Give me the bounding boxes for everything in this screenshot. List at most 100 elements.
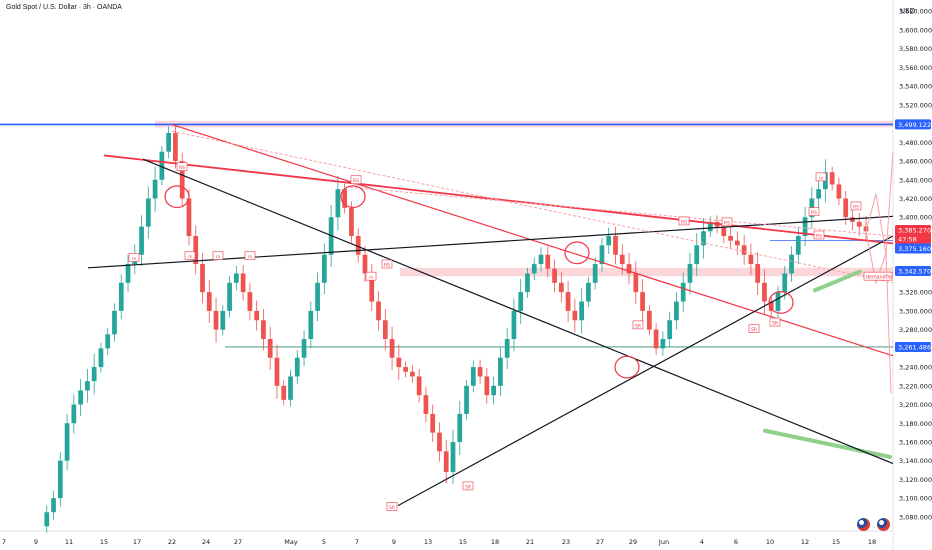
candle-body[interactable] bbox=[152, 179, 158, 199]
candle-body[interactable] bbox=[579, 301, 585, 321]
candle-body[interactable] bbox=[233, 273, 239, 283]
candle-body[interactable] bbox=[728, 235, 733, 241]
candle-body[interactable] bbox=[619, 254, 625, 265]
candle-body[interactable] bbox=[254, 310, 260, 321]
candle-body[interactable] bbox=[145, 198, 151, 227]
candle-body[interactable] bbox=[335, 189, 341, 218]
price-badge[interactable] bbox=[895, 234, 931, 245]
candle-body[interactable] bbox=[173, 132, 178, 162]
candle-body[interactable] bbox=[376, 301, 381, 321]
candle-body[interactable] bbox=[498, 357, 503, 386]
candle-body[interactable] bbox=[863, 226, 869, 232]
price-badge[interactable] bbox=[895, 266, 931, 277]
black-trendline-falling[interactable] bbox=[142, 158, 894, 465]
candle-body[interactable] bbox=[443, 451, 449, 472]
candle-body[interactable] bbox=[118, 282, 124, 311]
candle-body[interactable] bbox=[186, 198, 192, 236]
candle-body[interactable] bbox=[139, 226, 144, 255]
candle-body[interactable] bbox=[545, 254, 551, 269]
candle-body[interactable] bbox=[200, 264, 205, 293]
candle-body[interactable] bbox=[511, 310, 517, 339]
candle-body[interactable] bbox=[748, 254, 754, 265]
candle-body[interactable] bbox=[660, 338, 666, 349]
candle-body[interactable] bbox=[755, 264, 761, 283]
candle-body[interactable] bbox=[416, 376, 422, 396]
candle-body[interactable] bbox=[538, 254, 544, 265]
candle-body[interactable] bbox=[78, 390, 83, 405]
candle-body[interactable] bbox=[105, 334, 111, 349]
candle-body[interactable] bbox=[457, 413, 463, 442]
candle-body[interactable] bbox=[403, 367, 408, 372]
red-trendline-upper[interactable] bbox=[103, 154, 894, 245]
candle-body[interactable] bbox=[850, 217, 855, 222]
price-badge[interactable] bbox=[895, 341, 931, 352]
candle-body[interactable] bbox=[274, 357, 280, 386]
candle-body[interactable] bbox=[342, 189, 348, 208]
candle-body[interactable] bbox=[44, 512, 50, 527]
candle-body[interactable] bbox=[843, 198, 849, 218]
candle-body[interactable] bbox=[362, 254, 368, 274]
candle-body[interactable] bbox=[410, 371, 415, 377]
candle-body[interactable] bbox=[646, 310, 652, 330]
candle-body[interactable] bbox=[470, 367, 476, 386]
candle-body[interactable] bbox=[477, 367, 483, 377]
candle-body[interactable] bbox=[389, 338, 395, 358]
candle-body[interactable] bbox=[321, 254, 327, 283]
candle-body[interactable] bbox=[613, 235, 618, 255]
candle-body[interactable] bbox=[687, 264, 693, 283]
candle-body[interactable] bbox=[450, 441, 456, 472]
candle-body[interactable] bbox=[586, 282, 591, 302]
candle-body[interactable] bbox=[789, 254, 794, 274]
candle-body[interactable] bbox=[504, 338, 510, 358]
candle-body[interactable] bbox=[484, 376, 490, 396]
candle-body[interactable] bbox=[294, 357, 300, 377]
candle-body[interactable] bbox=[701, 231, 706, 246]
candle-body[interactable] bbox=[220, 310, 226, 330]
candle-body[interactable] bbox=[592, 264, 598, 283]
candle-body[interactable] bbox=[240, 273, 246, 293]
candle-body[interactable] bbox=[213, 310, 219, 330]
candle-body[interactable] bbox=[552, 268, 557, 283]
candle-body[interactable] bbox=[640, 292, 645, 311]
candle-body[interactable] bbox=[112, 310, 117, 335]
candle-body[interactable] bbox=[369, 273, 375, 302]
candle-body[interactable] bbox=[51, 498, 56, 513]
candle-body[interactable] bbox=[782, 273, 788, 293]
price-badge[interactable] bbox=[895, 243, 931, 254]
candle-body[interactable] bbox=[565, 292, 571, 311]
candle-body[interactable] bbox=[267, 338, 273, 358]
candle-body[interactable] bbox=[247, 292, 253, 311]
candle-body[interactable] bbox=[423, 395, 429, 414]
candle-body[interactable] bbox=[85, 381, 90, 391]
candle-body[interactable] bbox=[680, 282, 686, 302]
candle-body[interactable] bbox=[382, 320, 388, 339]
candle-body[interactable] bbox=[606, 235, 612, 246]
candle-body[interactable] bbox=[836, 184, 842, 199]
us-flag-icon[interactable] bbox=[857, 518, 870, 531]
candle-body[interactable] bbox=[91, 367, 97, 382]
candle-body[interactable] bbox=[633, 273, 639, 293]
candle-body[interactable] bbox=[491, 385, 496, 396]
candle-body[interactable] bbox=[694, 245, 700, 265]
candle-body[interactable] bbox=[159, 151, 165, 180]
candle-body[interactable] bbox=[775, 292, 781, 311]
candle-body[interactable] bbox=[430, 413, 436, 433]
price-badge[interactable] bbox=[895, 225, 931, 236]
candle-body[interactable] bbox=[531, 264, 537, 274]
candle-body[interactable] bbox=[57, 460, 63, 499]
candle-body[interactable] bbox=[261, 320, 266, 339]
candle-body[interactable] bbox=[795, 235, 801, 255]
candle-body[interactable] bbox=[355, 235, 361, 255]
candle-body[interactable] bbox=[518, 292, 524, 311]
candle-body[interactable] bbox=[98, 348, 104, 368]
candle-body[interactable] bbox=[816, 189, 821, 199]
candle-body[interactable] bbox=[206, 292, 212, 311]
candle-body[interactable] bbox=[437, 432, 442, 452]
candle-body[interactable] bbox=[721, 226, 727, 236]
candle-body[interactable] bbox=[653, 329, 659, 349]
candle-body[interactable] bbox=[762, 282, 767, 302]
candle-body[interactable] bbox=[599, 245, 605, 265]
candle-body[interactable] bbox=[667, 320, 673, 339]
candle-body[interactable] bbox=[558, 282, 564, 293]
